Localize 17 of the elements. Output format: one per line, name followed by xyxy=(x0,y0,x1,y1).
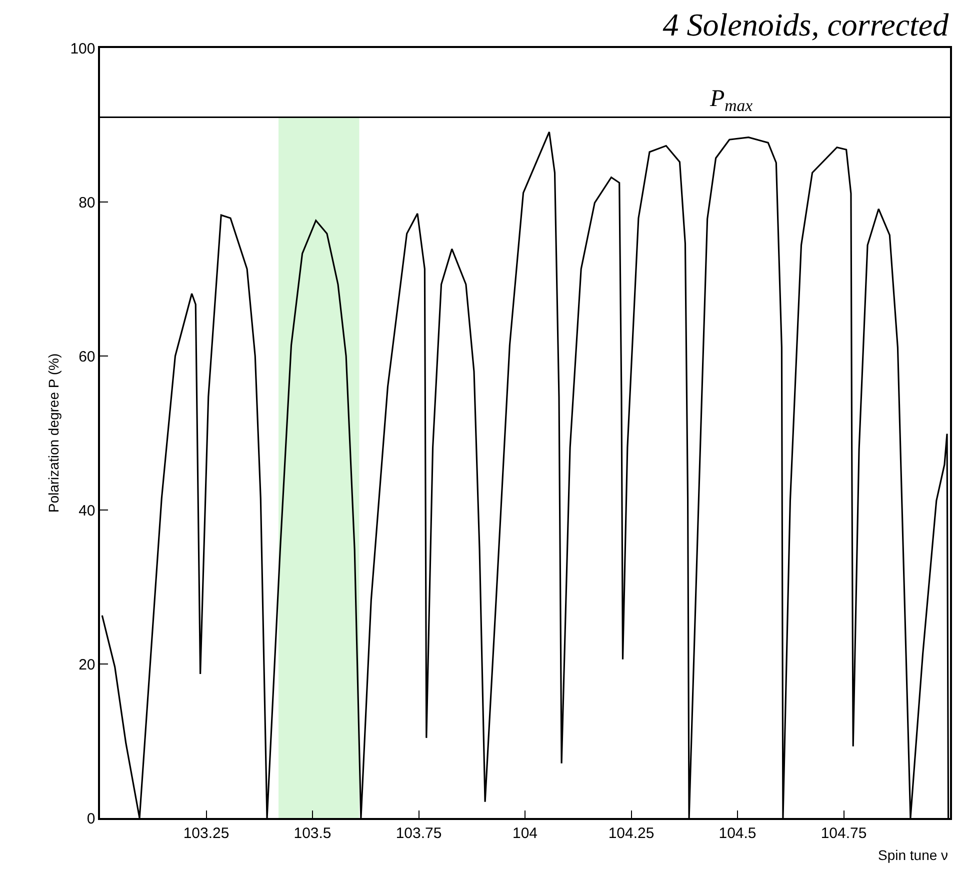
ref-line-label: P$_{max}$ xyxy=(709,86,754,116)
x-tick-label: 103.75 xyxy=(396,824,442,842)
chart-title: 4 Solenoids, corrected xyxy=(662,6,950,43)
x-tick-label: 104 xyxy=(512,824,538,842)
y-tick-label: 80 xyxy=(78,194,96,212)
x-tick-label: 103.25 xyxy=(183,824,230,842)
y-tick-label: 60 xyxy=(78,348,96,366)
x-tick-label: 104.5 xyxy=(718,824,756,842)
y-tick-label: 20 xyxy=(78,656,96,674)
y-tick-label: 40 xyxy=(78,502,96,520)
x-tick-label: 104.75 xyxy=(820,824,867,842)
x-axis-title: Spin tune ν xyxy=(878,847,948,863)
x-tick-label: 104.25 xyxy=(608,824,654,842)
y-tick-label: 100 xyxy=(70,40,96,58)
y-tick-label: 0 xyxy=(86,810,96,828)
y-axis-title: Polarization degree P (%) xyxy=(45,353,62,513)
x-tick-label: 103.5 xyxy=(294,824,332,842)
